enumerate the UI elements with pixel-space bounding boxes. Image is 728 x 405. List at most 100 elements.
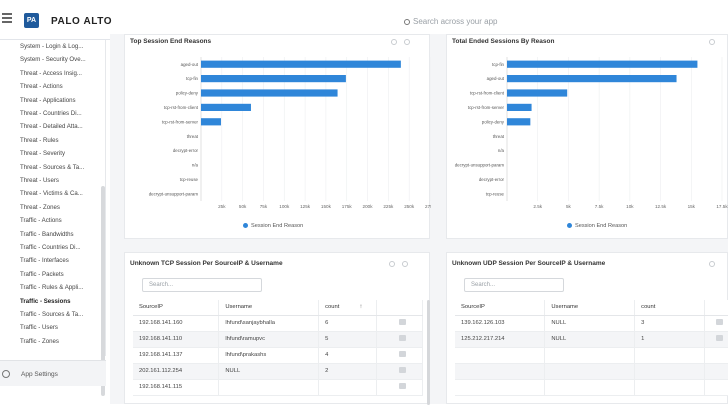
empty-cell: [635, 379, 705, 395]
row-details-icon[interactable]: [399, 367, 406, 373]
table-title: Unknown TCP Session Per SourceIP & Usern…: [130, 260, 283, 267]
legend-dot: [243, 223, 248, 228]
info-icon[interactable]: [709, 261, 715, 267]
x-tick-label: 150k: [321, 204, 332, 209]
sidebar-item[interactable]: Threat - Victims & Ca...: [20, 190, 102, 197]
sort-icon[interactable]: ↑: [359, 304, 362, 310]
sidebar-item[interactable]: Threat - Rules: [20, 137, 102, 144]
app-settings[interactable]: App Settings: [0, 360, 106, 386]
sidebar-item[interactable]: Threat - Access Insig...: [20, 70, 102, 77]
empty-cell: [635, 363, 705, 379]
x-tick-label: 100k: [279, 204, 290, 209]
table-cell: 6: [319, 315, 377, 331]
row-details-icon[interactable]: [399, 383, 406, 389]
category-label: aged-out: [487, 76, 505, 81]
bar: [507, 61, 697, 68]
row-details-icon[interactable]: [399, 319, 406, 325]
sidebar-item[interactable]: Traffic - Sessions: [20, 298, 102, 305]
sidebar-item[interactable]: Traffic - Rules & Appli...: [20, 284, 102, 291]
udp-search-input[interactable]: Search...: [464, 278, 564, 292]
sidebar-item[interactable]: Threat - Severity: [20, 150, 102, 157]
sidebar-item[interactable]: Threat - Applications: [20, 97, 102, 104]
table-cell: 192.168.141.110: [133, 331, 219, 347]
empty-cell: [455, 363, 545, 379]
column-header[interactable]: Username: [545, 300, 635, 315]
sidebar-item[interactable]: Threat - Countries Di...: [20, 110, 102, 117]
table-cell: 139.162.126.103: [455, 315, 545, 331]
table-cell: 1: [635, 331, 705, 347]
column-header[interactable]: SourceIP: [133, 300, 219, 315]
column-header[interactable]: SourceIP: [455, 300, 545, 315]
sidebar-item[interactable]: Traffic - Packets: [20, 271, 102, 278]
x-tick-label: 175k: [342, 204, 353, 209]
column-header[interactable]: Username: [219, 300, 319, 315]
menu-icon[interactable]: [2, 13, 12, 23]
table-row[interactable]: 192.168.141.115: [133, 379, 423, 395]
row-details-icon[interactable]: [716, 335, 723, 341]
sidebar-item[interactable]: Traffic - Zones: [20, 338, 102, 345]
row-action-cell: [705, 315, 728, 331]
row-details-icon[interactable]: [399, 351, 406, 357]
bar: [201, 75, 346, 82]
empty-cell: [545, 379, 635, 395]
row-action-cell: [377, 379, 423, 395]
info-icon[interactable]: [389, 261, 395, 267]
search-icon: [404, 19, 410, 25]
tcp-search-input[interactable]: Search...: [142, 278, 262, 292]
empty-cell: [545, 347, 635, 363]
x-tick-label: 17.5k: [716, 204, 728, 209]
sidebar-item[interactable]: System - Login & Log...: [20, 43, 102, 50]
bar: [507, 75, 677, 82]
table-row[interactable]: [455, 379, 728, 395]
sidebar-item[interactable]: Threat - Users: [20, 177, 102, 184]
table-cell: NULL: [545, 315, 635, 331]
global-search[interactable]: Search across your app: [404, 17, 498, 26]
app-logo: PA: [24, 13, 39, 28]
sidebar-item[interactable]: Threat - Detailed Atta...: [20, 123, 102, 130]
tcp-table-scrollbar[interactable]: [427, 300, 430, 405]
row-details-icon[interactable]: [716, 319, 723, 325]
sidebar-item[interactable]: Threat - Sources & Ta...: [20, 164, 102, 171]
table-cell: NULL: [219, 363, 319, 379]
column-header[interactable]: count: [635, 300, 705, 315]
bar: [507, 104, 532, 111]
sidebar-item[interactable]: System - Security Ove...: [20, 56, 102, 63]
brand-title: PALO ALTO: [51, 16, 112, 27]
sidebar-item[interactable]: Traffic - Countries Di...: [20, 244, 102, 251]
category-label: tcp-rst-from-client: [164, 105, 199, 110]
column-header[interactable]: count↑: [319, 300, 377, 315]
table-cell: lhfund\prakashs: [219, 347, 319, 363]
category-label: tcp-rst-from-server: [162, 119, 199, 124]
legend-dot: [567, 223, 572, 228]
table-cell: 3: [635, 315, 705, 331]
table-row[interactable]: [455, 363, 728, 379]
sidebar-item[interactable]: Traffic - Sources & Ta...: [20, 311, 102, 318]
category-label: tcp-fin: [186, 76, 199, 81]
x-tick-label: 15k: [688, 204, 696, 209]
column-header-actions: [377, 300, 423, 315]
sidebar-item[interactable]: Threat - Zones: [20, 204, 102, 211]
category-label: decrypt-unsupport-param: [149, 191, 199, 196]
search-placeholder: Search across your app: [413, 17, 498, 26]
zoom-icon[interactable]: [402, 261, 408, 267]
sidebar-item[interactable]: Traffic - Bandwidths: [20, 231, 102, 238]
table-row[interactable]: [455, 347, 728, 363]
row-action-cell: [705, 331, 728, 347]
sidebar-item[interactable]: Traffic - Actions: [20, 217, 102, 224]
sidebar-item[interactable]: Traffic - Interfaces: [20, 257, 102, 264]
x-tick-label: 125k: [300, 204, 311, 209]
udp-table-card: Unknown UDP Session Per SourceIP & Usern…: [446, 252, 728, 404]
sidebar-item[interactable]: Threat - Actions: [20, 83, 102, 90]
sidebar-item[interactable]: Traffic - Users: [20, 324, 102, 331]
category-label: aged-out: [181, 62, 199, 67]
x-tick-label: 225k: [383, 204, 394, 209]
row-details-icon[interactable]: [399, 335, 406, 341]
